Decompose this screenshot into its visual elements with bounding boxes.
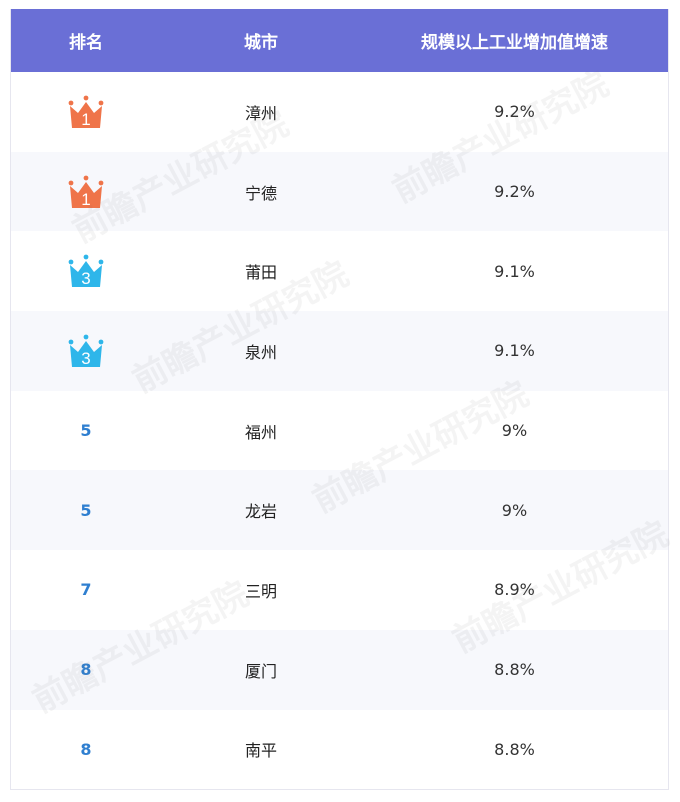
city-cell: 福州 [244,422,277,442]
city-cell: 厦门 [244,661,277,681]
svg-text:3: 3 [81,269,90,288]
rank-cell: 5 [11,421,161,440]
crown-icon: 3 [68,254,104,288]
rank-number: 8 [80,660,92,680]
rank-cell: 3 [11,253,161,289]
table-row: 1 宁德 9.2% [11,151,668,232]
rank-cell: 8 [11,740,161,759]
growth-value: 9% [501,421,528,441]
crown-icon: 3 [68,334,104,368]
city-cell: 南平 [244,741,277,761]
growth-value: 8.9% [494,580,535,600]
header-growth: 规模以上工业增加值增速 [421,33,608,53]
table-body: 1 漳州 9.2% 1 宁德 9.2% 3 莆田 9.1% 3 泉州 9.1% 5 福州 9% 5 龙岩 9% 7 三… [11,72,668,789]
rank-cell: 8 [11,660,161,679]
table-row: 8 南平 8.8% [11,710,668,790]
table-row: 3 泉州 9.1% [11,311,668,391]
rank-cell: 3 [11,333,161,369]
rank-cell: 1 [11,174,161,210]
growth-value: 9.2% [494,182,535,202]
city-cell: 泉州 [244,342,277,362]
city-cell: 宁德 [244,183,277,203]
rank-number: 8 [80,739,92,759]
header-rank: 排名 [69,33,103,53]
city-cell: 三明 [244,581,277,601]
growth-value: 9.2% [494,102,535,122]
rank-cell: 5 [11,501,161,520]
crown-icon: 1 [68,175,104,209]
rank-cell: 1 [11,94,161,130]
svg-text:3: 3 [81,349,90,368]
city-cell: 漳州 [244,103,277,123]
growth-value: 9.1% [494,261,535,281]
table-row: 1 漳州 9.2% [11,72,668,152]
table-header: 排名 城市 规模以上工业增加值增速 [11,9,668,72]
crown-icon: 1 [68,95,104,129]
table-row: 8 厦门 8.8% [11,629,668,710]
city-cell: 龙岩 [244,502,277,522]
growth-value: 9.1% [494,341,535,361]
rank-number: 5 [80,500,92,520]
growth-value: 8.8% [494,739,535,759]
table-row: 7 三明 8.9% [11,550,668,630]
growth-value: 9% [501,500,528,520]
rank-number: 7 [80,580,92,600]
growth-value: 8.8% [494,660,535,680]
svg-text:1: 1 [81,190,90,209]
table-row: 5 福州 9% [11,391,668,471]
table-row: 3 莆田 9.1% [11,231,668,311]
rank-cell: 7 [11,580,161,599]
ranking-table: 排名 城市 规模以上工业增加值增速 1 漳州 9.2% 1 宁德 9.2% 3 莆田 9.1% 3… [10,9,669,791]
svg-text:1: 1 [81,110,90,129]
rank-number: 5 [80,421,92,441]
table-row: 5 龙岩 9% [11,470,668,551]
city-cell: 莆田 [244,263,277,283]
header-city: 城市 [244,33,278,53]
